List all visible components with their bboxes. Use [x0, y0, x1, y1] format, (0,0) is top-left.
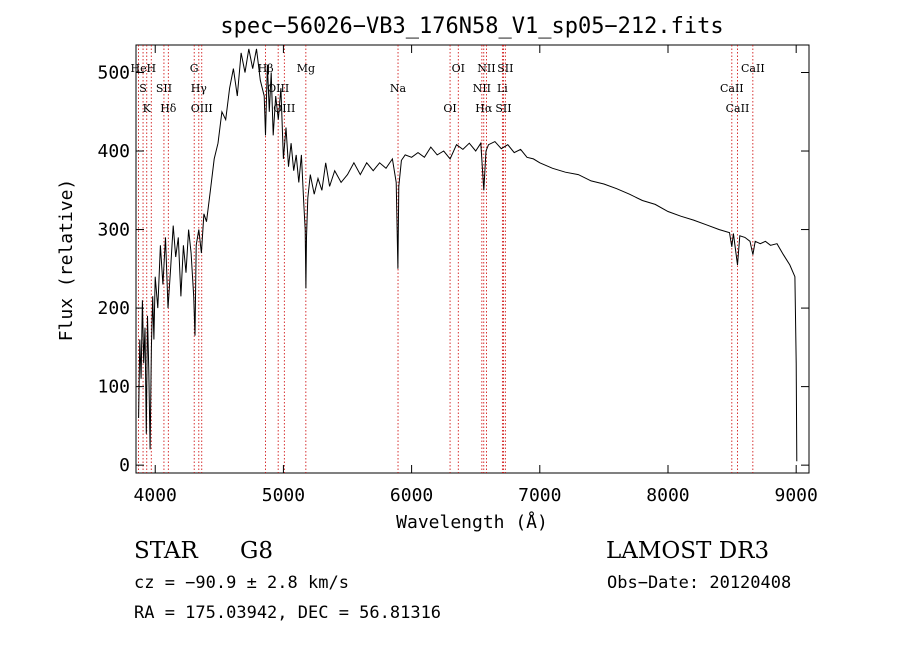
line-marker-label: Mg: [297, 62, 315, 75]
y-tick-label: 100: [97, 377, 130, 398]
line-marker-label: Hδ: [160, 102, 177, 115]
axis-ticks: [136, 45, 809, 473]
line-marker-label: OI: [443, 102, 456, 115]
line-marker-label: Hγ: [191, 82, 208, 95]
y-tick-label: 300: [97, 220, 130, 241]
line-marker-label: SII: [495, 102, 511, 115]
line-marker-label: NII: [477, 62, 495, 75]
line-marker-label: H: [146, 62, 156, 75]
line-marker-label: He: [131, 62, 147, 75]
line-marker-label: OI: [452, 62, 465, 75]
x-tick-label: 6000: [390, 485, 433, 506]
spectrum-line: [138, 48, 798, 462]
line-marker-label: OIII: [191, 102, 213, 115]
plot-area: [135, 44, 810, 474]
y-tick-label: 200: [97, 298, 130, 319]
line-marker-label: SII: [156, 82, 172, 95]
line-marker-label: SII: [497, 62, 513, 75]
x-tick-label: 8000: [646, 485, 689, 506]
line-marker-label: K: [143, 102, 152, 115]
line-marker-label: G: [190, 62, 199, 75]
x-axis-label: Wavelength (Å): [396, 511, 548, 533]
x-tick-label: 5000: [262, 485, 305, 506]
object-class: STAR: [134, 538, 198, 564]
line-marker-label: CaII: [741, 62, 765, 75]
line-marker-label: Na: [390, 82, 407, 95]
line-marker-label: Li: [497, 82, 508, 95]
line-marker-label: CaII: [726, 102, 750, 115]
redshift-value: cz = −90.9 ± 2.8 km/s: [134, 573, 349, 593]
y-tick-label: 500: [97, 62, 130, 83]
line-marker-label: CaII: [720, 82, 744, 95]
line-marker-label: Hα: [475, 102, 493, 115]
line-marker-label: Hβ: [258, 62, 274, 75]
spectral-subclass: G8: [240, 538, 274, 564]
x-tick-label: 4000: [134, 485, 177, 506]
y-tick-label: 0: [119, 455, 130, 476]
survey-name: LAMOST DR3: [606, 538, 770, 564]
line-marker-labels: HeSKHSIIHδGHγOIIIHβOIIIOIIIMgNaOIOINIIHα…: [131, 62, 765, 115]
chart-title: spec−56026−VB3_176N58_V1_sp05−212.fits: [220, 14, 723, 39]
line-marker-label: S: [139, 82, 147, 95]
x-tick-label: 9000: [775, 485, 818, 506]
observation-date: Obs−Date: 20120408: [607, 573, 792, 593]
y-axis-label: Flux (relative): [56, 179, 77, 342]
axis-tick-labels: 4000 5000 6000 7000 8000 9000 0 100 200 300 400 500: [97, 62, 817, 506]
line-marker-label: OIII: [267, 82, 289, 95]
x-tick-label: 7000: [518, 485, 561, 506]
line-marker-label: NII: [473, 82, 491, 95]
y-tick-label: 400: [97, 141, 130, 162]
coordinates: RA = 175.03942, DEC = 56.81316: [134, 603, 442, 623]
